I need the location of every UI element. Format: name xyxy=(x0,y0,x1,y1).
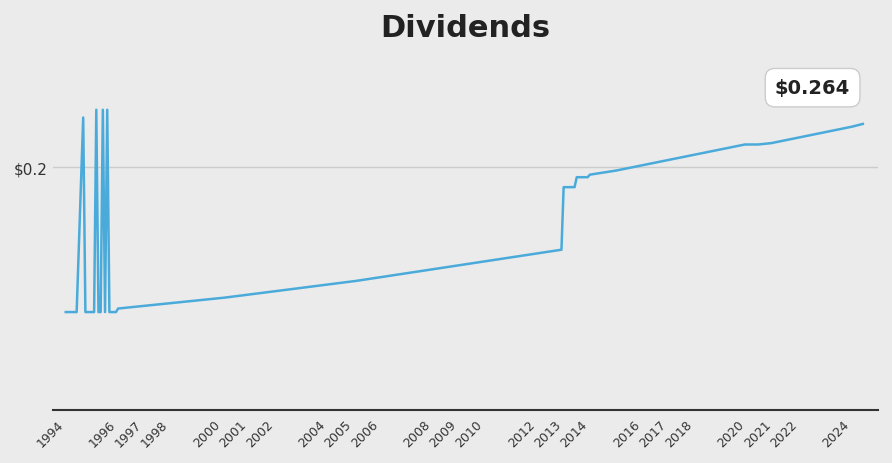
Title: Dividends: Dividends xyxy=(380,14,550,43)
Text: $0.264: $0.264 xyxy=(775,79,857,98)
